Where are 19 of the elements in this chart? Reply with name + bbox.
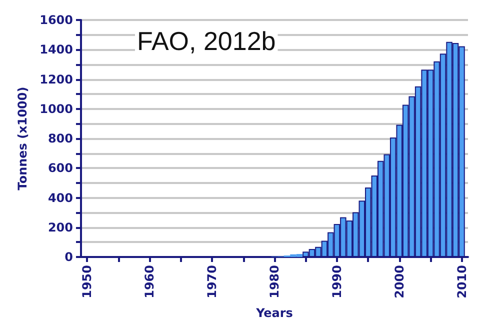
x-tick-label: 1970: [205, 265, 220, 298]
y-tick-label: 600: [48, 161, 73, 176]
x-tick-label: 1990: [330, 265, 344, 298]
y-tick-label: 1200: [40, 72, 73, 86]
x-tick-label: 2010: [454, 265, 469, 298]
y-tick-label: 0: [64, 250, 73, 264]
y-axis-title: Tonnes (x1000): [16, 86, 30, 190]
x-tick-label: 1950: [80, 265, 94, 298]
x-tick-label: 2000: [392, 265, 406, 298]
y-tick-label: 1600: [40, 13, 73, 27]
y-tick-label: 200: [48, 220, 73, 234]
y-tick-label: 1000: [40, 102, 73, 116]
annotation: FAO, 2012b: [137, 26, 276, 56]
x-tick-label: 1980: [268, 265, 282, 298]
x-axis-title: Years: [255, 306, 293, 320]
y-tick-label: 400: [48, 190, 73, 205]
x-tick-label: 1960: [142, 265, 157, 298]
y-tick-label: 800: [48, 132, 73, 146]
y-tick-label: 1400: [40, 42, 73, 57]
